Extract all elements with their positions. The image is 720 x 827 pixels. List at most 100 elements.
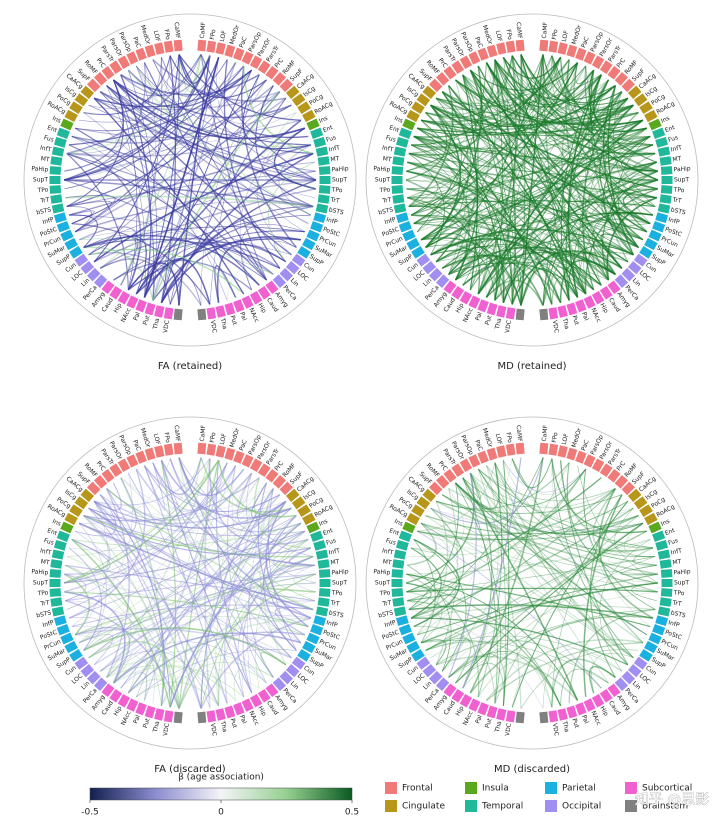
chord	[448, 651, 561, 706]
chord	[407, 565, 452, 672]
region-block	[429, 78, 443, 93]
chord	[469, 472, 644, 644]
chord	[160, 459, 292, 519]
region-block	[313, 136, 327, 148]
region-block	[395, 136, 409, 148]
chord	[441, 91, 479, 281]
chord	[413, 221, 634, 256]
chord	[63, 530, 306, 584]
chord	[413, 216, 609, 281]
chord	[106, 488, 314, 610]
chord	[216, 243, 287, 303]
legend-swatch	[545, 800, 557, 812]
chord	[93, 500, 220, 707]
chord	[113, 65, 150, 111]
chord	[420, 237, 522, 306]
region-block	[173, 711, 183, 724]
region-block	[173, 442, 183, 455]
chord	[430, 246, 616, 275]
region-label: InfT	[39, 144, 52, 153]
region-block	[599, 463, 613, 478]
region-block	[411, 245, 425, 259]
region-block	[313, 212, 327, 224]
region-label: Fus	[43, 537, 55, 547]
region-label: Fus	[385, 537, 397, 547]
region-block	[302, 109, 316, 123]
region-block	[257, 463, 271, 478]
region-label: Ins	[660, 518, 671, 528]
region-block	[87, 481, 101, 496]
legend-swatch	[625, 782, 637, 794]
chord	[417, 74, 602, 132]
chord	[231, 465, 302, 644]
chord	[588, 666, 616, 694]
chord	[113, 79, 314, 155]
region-label: Tha	[219, 317, 229, 331]
region-label: Hip	[598, 705, 609, 717]
chord	[502, 460, 510, 706]
chord	[262, 515, 297, 651]
chord	[88, 507, 312, 619]
chord	[486, 465, 643, 528]
region-block	[599, 285, 613, 300]
chord	[410, 59, 496, 146]
panel-title: MD (discarded)	[494, 764, 570, 775]
region-block	[661, 176, 673, 184]
colorbar-tick-label: 0	[218, 808, 224, 818]
chord	[160, 460, 177, 708]
chord	[494, 462, 506, 706]
region-block	[402, 229, 416, 242]
region-block	[249, 55, 263, 70]
region-block	[53, 212, 67, 224]
chord	[65, 600, 180, 709]
region-block	[94, 72, 108, 86]
chord	[200, 457, 292, 513]
legend-label: Parietal	[562, 784, 596, 794]
chord	[83, 515, 267, 684]
region-block	[639, 504, 653, 518]
chord	[66, 54, 202, 155]
chord	[200, 539, 309, 709]
region-block	[443, 280, 457, 295]
region-label: Lin	[289, 680, 300, 691]
region-block	[515, 442, 525, 455]
chord	[293, 564, 316, 593]
region-block	[117, 55, 131, 70]
chord	[407, 161, 644, 241]
chord	[435, 500, 658, 575]
chord	[88, 252, 202, 306]
region-block	[451, 60, 465, 75]
region-label: VDC	[209, 320, 218, 334]
chord	[99, 650, 211, 708]
chord	[551, 458, 648, 636]
region-block	[486, 447, 498, 461]
region-block	[249, 458, 263, 473]
chord	[160, 460, 253, 694]
chord	[106, 547, 312, 678]
chord	[462, 477, 579, 701]
chord	[511, 170, 658, 305]
chord	[127, 472, 245, 698]
region-block	[154, 445, 165, 458]
chord	[511, 136, 651, 305]
region-block	[539, 39, 549, 52]
chord	[75, 119, 302, 139]
region-block	[633, 656, 648, 670]
chord	[120, 672, 148, 701]
region-block	[655, 539, 669, 551]
region-block	[468, 454, 481, 468]
region-block	[315, 606, 329, 617]
region-label: Ins	[660, 115, 671, 125]
region-label: LOF	[152, 30, 162, 43]
region-block	[393, 203, 407, 214]
region-block	[51, 549, 65, 560]
chord	[71, 85, 274, 144]
region-label: bSTS	[378, 609, 394, 619]
region-block	[318, 569, 331, 578]
chord	[106, 641, 267, 684]
outer-ring	[23, 416, 357, 750]
chord	[620, 564, 658, 576]
region-label: TrT	[329, 196, 340, 204]
region-block	[279, 78, 293, 93]
region-block	[317, 194, 330, 204]
